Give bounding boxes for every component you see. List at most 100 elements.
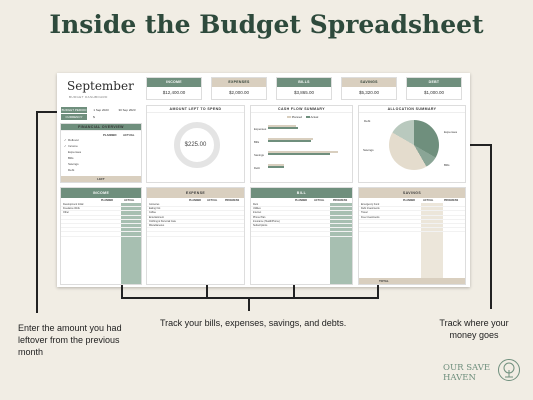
bar-expenses-actual — [268, 127, 298, 130]
left-to-spend-donut — [174, 122, 220, 168]
kpi-label: INCOME — [147, 78, 201, 87]
kpi-income: INCOME $12,400.00 — [146, 77, 202, 100]
kpi-value: $5,320.00 — [358, 90, 380, 95]
table-row[interactable] — [61, 220, 141, 224]
kpi-value: $2,000.00 — [228, 90, 250, 95]
kpi-savings: SAVINGS $5,320.00 — [341, 77, 397, 100]
table-row[interactable] — [251, 228, 352, 233]
col-actual: ACTUAL — [314, 199, 325, 202]
budget-spreadsheet: September BUDGET DASHBOARD BUDGET PERIOD… — [57, 73, 470, 287]
expense-table: EXPENSE PLANNED ACTUAL PROGRESS Grocerie… — [146, 187, 245, 285]
legend-planned: Planned — [291, 115, 303, 119]
table-row[interactable] — [359, 224, 465, 229]
currency-value[interactable]: $ — [93, 115, 95, 119]
cash-flow-title: CASH FLOW SUMMARY — [251, 106, 352, 113]
kpi-value: $1,000.00 — [423, 90, 445, 95]
note-track-categories: Track your bills, expenses, savings, and… — [160, 318, 347, 328]
col-planned: PLANNED — [403, 199, 416, 202]
kpi-label: SAVINGS — [342, 78, 396, 87]
logo-line1: OUR SAVE — [443, 363, 491, 373]
table-row[interactable]: Miscellaneous — [147, 224, 244, 229]
col-actual: ACTUAL — [423, 199, 434, 202]
table-row[interactable]: Debt Investments — [359, 207, 465, 212]
bracket-center — [121, 285, 379, 299]
kpi-label: EXPENSES — [212, 78, 266, 87]
table-row[interactable] — [359, 220, 465, 224]
left-to-spend-value: $225.00 — [184, 142, 207, 148]
legend-swatch-planned — [287, 116, 291, 118]
col-planned: PLANNED — [189, 199, 202, 202]
cash-flow-category-labels: Expenses Bills Savings Debt — [254, 123, 266, 175]
income-title: INCOME — [61, 188, 141, 198]
budget-period-label: BUDGET PERIOD — [61, 107, 87, 113]
note-track-money: Track where your money goes — [439, 318, 509, 340]
table-row[interactable] — [147, 228, 244, 233]
period-start[interactable]: 1 Sep 2023 — [93, 108, 109, 112]
income-table: INCOME PLANNED ACTUAL Development Initia… — [60, 187, 142, 285]
table-row[interactable] — [61, 224, 141, 229]
bill-title: BILL — [251, 188, 352, 198]
col-actual: ACTUAL — [124, 199, 135, 202]
overview-row[interactable]: ✓ Rollover — [64, 138, 80, 142]
allocation-title: ALLOCATION SUMMARY — [359, 106, 465, 113]
table-row[interactable]: Coffee — [147, 211, 244, 216]
income-column-headers: PLANNED ACTUAL — [61, 198, 141, 203]
currency-label: CURRENCY — [61, 114, 87, 120]
overview-planned-header: PLANNED — [103, 133, 117, 137]
savings-column-headers: PLANNED ACTUAL PROGRESS — [359, 198, 465, 203]
bar-debt-planned — [268, 163, 284, 167]
cash-flow-bars — [268, 125, 338, 169]
bar-debt-actual — [268, 166, 284, 169]
table-row[interactable]: Freelance Work — [61, 207, 141, 212]
table-row[interactable]: Free Investments — [359, 216, 465, 220]
kpi-debt: DEBT $1,000.00 — [406, 77, 462, 100]
bracket-center-stem — [248, 299, 250, 311]
savings-total-row: TOTAL — [359, 278, 465, 284]
period-end[interactable]: 30 Sep 2023 — [118, 108, 136, 112]
table-row[interactable]: Rent — [251, 203, 352, 208]
table-row[interactable] — [251, 232, 352, 237]
table-row[interactable] — [61, 232, 141, 237]
overview-row[interactable]: Debt — [68, 168, 75, 172]
bracket-center-tick — [206, 285, 208, 299]
cash-flow-category: Savings — [254, 153, 264, 157]
kpi-expenses: EXPENSES $2,000.00 — [211, 77, 267, 100]
table-row[interactable]: Internet — [251, 211, 352, 216]
overview-row[interactable]: Bills — [68, 156, 74, 160]
left-to-spend-title: AMOUNT LEFT TO SPEND — [147, 106, 244, 113]
allocation-pie — [389, 120, 439, 170]
table-row[interactable] — [359, 228, 465, 233]
col-progress: PROGRESS — [444, 199, 459, 202]
overview-actual-header: ACTUAL — [123, 133, 135, 137]
kpi-label: BILLS — [277, 78, 331, 87]
brand-logo: OUR SAVE HAVEN — [443, 363, 490, 383]
table-row[interactable]: Groceries — [147, 203, 244, 208]
bracket-right-vertical — [490, 144, 492, 309]
table-row[interactable]: Utilities — [251, 207, 352, 212]
table-row[interactable] — [61, 228, 141, 233]
table-row[interactable]: Emergency Fund — [359, 203, 465, 208]
bar-savings-planned — [268, 150, 338, 154]
table-row[interactable]: Subscriptions — [251, 224, 352, 229]
allocation-label: Bills — [444, 163, 450, 167]
expense-title: EXPENSE — [147, 188, 244, 198]
overview-row[interactable]: Savings — [68, 162, 79, 166]
kpi-value: $3,865.00 — [293, 90, 315, 95]
table-row[interactable]: Development Initial — [61, 203, 141, 208]
table-row[interactable] — [61, 216, 141, 220]
table-row[interactable]: Phone Plan — [251, 216, 352, 220]
bar-bills-planned — [268, 137, 313, 141]
table-row[interactable]: Eating Out — [147, 207, 244, 212]
table-row[interactable]: Insurance (Health/Home) — [251, 220, 352, 224]
overview-row[interactable]: Expenses — [68, 150, 82, 154]
overview-row[interactable]: ✓ Income — [64, 144, 78, 148]
col-progress: PROGRESS — [333, 199, 348, 202]
table-row[interactable]: Other — [61, 211, 141, 216]
month-title: September — [67, 79, 134, 93]
bar-bills-actual — [268, 140, 311, 143]
table-row[interactable]: Travel — [359, 211, 465, 216]
table-row[interactable]: Clothing & Personal Care — [147, 220, 244, 224]
table-row[interactable]: Entertainment — [147, 216, 244, 220]
cash-flow-panel: CASH FLOW SUMMARY Planned Actual Expense… — [250, 105, 353, 183]
table-row[interactable] — [147, 232, 244, 237]
